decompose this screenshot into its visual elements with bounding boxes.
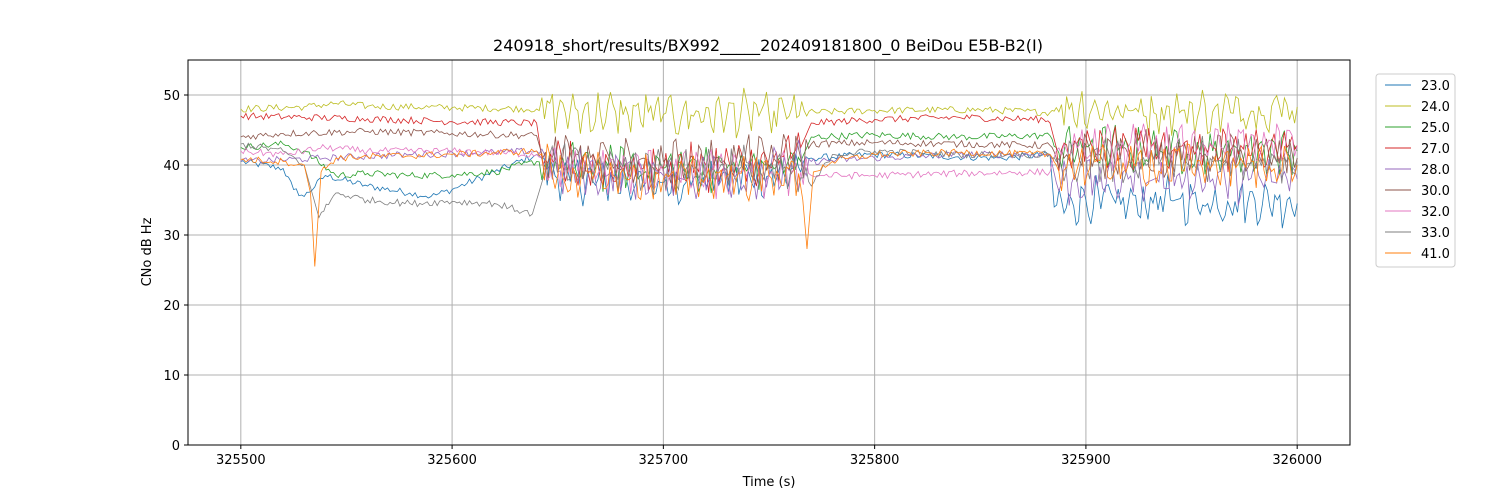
series-line-23-0	[240, 151, 1298, 229]
plot-area	[187, 59, 1351, 446]
legend: 23.0 24.0 25.0 27.0 28.0 30.0 32.0 33.0 41.0	[1375, 73, 1456, 268]
y-tick-label: 40	[163, 159, 180, 174]
y-tick-label: 50	[163, 89, 180, 104]
y-tick-label: 0	[172, 439, 180, 454]
series-line-32-0	[240, 122, 1298, 200]
x-tick-label: 325600	[427, 453, 477, 468]
x-axis-label: Time (s)	[742, 475, 796, 490]
chart-title: 240918_short/results/BX992_____202409181…	[493, 36, 1043, 56]
legend-label: 23.0	[1421, 79, 1450, 94]
series-lines	[240, 87, 1298, 267]
legend-label: 33.0	[1421, 226, 1450, 241]
y-axis-label: CNo dB Hz	[140, 217, 155, 286]
y-tick-label: 30	[163, 229, 180, 244]
y-axis-ticks: 0 10 20 30 40 50	[163, 89, 188, 454]
legend-label: 41.0	[1421, 247, 1450, 262]
legend-items: 23.0 24.0 25.0 27.0 28.0 30.0 32.0 33.0 41.0	[1385, 79, 1450, 262]
legend-label: 25.0	[1421, 121, 1450, 136]
legend-label: 30.0	[1421, 184, 1450, 199]
legend-label: 28.0	[1421, 163, 1450, 178]
series-line-33-0	[240, 135, 1298, 219]
x-tick-label: 325800	[850, 453, 900, 468]
plot-background	[188, 60, 1350, 445]
legend-label: 27.0	[1421, 142, 1450, 157]
series-line-24-0	[240, 87, 1298, 139]
legend-label: 24.0	[1421, 100, 1450, 115]
x-axis-ticks: 325500 325600 325700 325800 325900 326000	[216, 445, 1322, 468]
series-line-41-0	[240, 143, 1298, 267]
y-tick-label: 10	[163, 369, 180, 384]
plot-frame	[187, 59, 1351, 446]
y-tick-label: 20	[163, 299, 180, 314]
x-tick-label: 325500	[216, 453, 266, 468]
series-line-25-0	[240, 124, 1298, 194]
legend-label: 32.0	[1421, 205, 1450, 220]
legend-box	[1375, 73, 1456, 268]
x-tick-label: 325700	[639, 453, 689, 468]
x-tick-label: 326000	[1272, 453, 1322, 468]
x-tick-label: 325900	[1061, 453, 1111, 468]
